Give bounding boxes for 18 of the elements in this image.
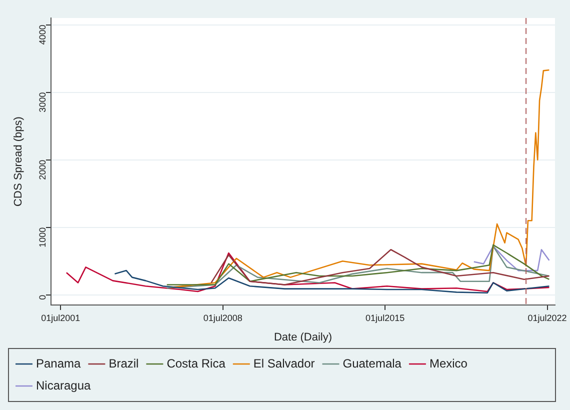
x-tick-label: 01jul2008 [203,312,242,323]
x-axis-title: Date (Daily) [274,331,332,344]
legend-label: El Salvador [253,356,315,370]
y-tick-label: 2000 [37,160,48,180]
y-tick-label: 1000 [37,227,48,248]
x-tick-label: 01jul2015 [366,312,405,323]
y-tick-label: 4000 [37,24,48,45]
legend-label: Costa Rica [166,356,226,370]
x-tick-label: 01jul2022 [528,312,567,323]
x-tick-label: 01jul2001 [41,312,80,323]
y-tick-label: 0 [37,294,48,300]
y-axis-title: CDS Spread (bps) [12,116,25,206]
legend-label: Panama [36,356,82,370]
y-tick-label: 3000 [37,92,48,112]
legend-label: Guatemala [342,356,402,370]
legend-label: Nicaragua [36,378,92,392]
legend-label: Brazil [108,356,139,370]
legend-label: Mexico [429,356,468,370]
